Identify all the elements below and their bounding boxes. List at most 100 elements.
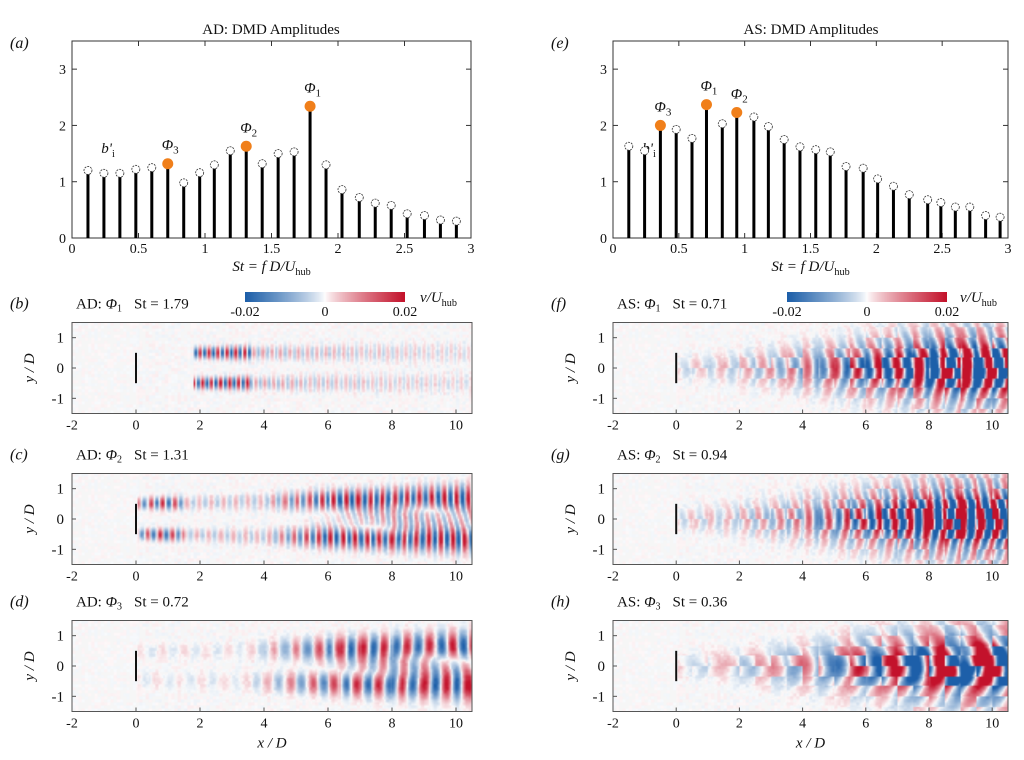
y-tick-label: 1 (57, 629, 65, 645)
y-tick-label: 1 (598, 482, 606, 498)
x-tick-label: -2 (607, 570, 619, 585)
x-tick-label: 0 (673, 717, 680, 732)
colorbar-label: v/Uhub (420, 290, 457, 309)
x-tick-label: 0 (673, 419, 680, 434)
amplitude-marker (889, 181, 898, 191)
x-tick-label: 6 (325, 717, 332, 732)
x-tick-label: 2 (736, 717, 743, 732)
y-tick-label: 3 (600, 63, 607, 78)
amplitude-marker (995, 212, 1005, 222)
chart-title: AD: DMD Amplitudes (202, 22, 340, 38)
x-tick-label: 1.5 (263, 242, 281, 257)
x-tick-label: 4 (799, 717, 806, 732)
amplitude-marker (779, 135, 789, 144)
y-tick-label: 0 (57, 361, 65, 377)
amplitude-marker (965, 202, 975, 212)
x-tick-label: 2.5 (933, 242, 951, 257)
x-tick-label: 2 (335, 242, 342, 257)
amplitude-marker (795, 142, 805, 152)
amplitude-marker (99, 168, 109, 178)
amplitude-marker (749, 112, 759, 122)
x-tick-label: 10 (985, 419, 999, 434)
x-tick-label: 1 (202, 242, 209, 257)
amplitude-marker (115, 168, 125, 178)
panel-label: (g) (551, 447, 570, 464)
x-tick-label: 2 (873, 242, 880, 257)
x-axis-label: St = f D/Uhub (232, 259, 310, 278)
colorbar-tick-label: 0.02 (393, 305, 418, 320)
x-tick-label: 4 (261, 570, 268, 585)
x-tick-label: 10 (985, 717, 999, 732)
colorbar-tick-label: -0.02 (230, 305, 259, 320)
panel-header: AS: Φ1 St = 0.71 (617, 297, 727, 315)
colorbar-tick-label: -0.02 (772, 305, 801, 320)
y-tick-label: -1 (593, 542, 606, 558)
y-tick-label: 0 (57, 512, 65, 528)
mode-label: Φ3 (162, 138, 179, 157)
x-tick-label: -2 (66, 717, 78, 732)
amplitude-marker (273, 149, 283, 158)
x-tick-label: 8 (926, 570, 933, 585)
amplitude-marker (825, 147, 835, 157)
x-tick-label: 0 (69, 242, 76, 257)
x-tick-label: 3 (1005, 242, 1012, 257)
chart-title: AS: DMD Amplitudes (743, 22, 878, 38)
highlight-marker (162, 158, 174, 170)
x-tick-label: 8 (389, 717, 396, 732)
colorbar-gradient (787, 292, 947, 302)
panel-header: AS: Φ3 St = 0.36 (617, 595, 728, 613)
mode-label: Φ2 (240, 120, 257, 139)
y-tick-label: 0 (59, 232, 66, 247)
amplitude-marker (981, 211, 991, 220)
x-tick-label: -2 (607, 717, 619, 732)
colorbar-tick-label: 0.02 (935, 305, 960, 320)
mode-label: Φ3 (654, 99, 671, 118)
x-tick-label: 6 (325, 570, 332, 585)
x-tick-label: 1 (741, 242, 748, 257)
x-tick-label: 0.5 (130, 242, 148, 257)
amplitude-marker (763, 122, 773, 131)
x-tick-label: 4 (261, 419, 268, 434)
panel-header: AD: Φ2 St = 1.31 (76, 448, 189, 466)
y-tick-label: -1 (52, 542, 65, 558)
stem-chart-e: (e) AS: DMD Amplitudes 0 0.5 1 1.5 2 2.5 3 0 1 2 3 St… (551, 22, 1012, 278)
colorbar-tick-label: 0 (864, 305, 871, 320)
amplitude-marker (354, 193, 364, 202)
mode-field-image (613, 620, 1008, 712)
plot-frame (71, 40, 472, 239)
amplitude-marker (420, 211, 429, 220)
y-tick-label: 1 (57, 482, 65, 498)
amplitude-marker (402, 209, 412, 219)
y-axis-label: y / D (563, 353, 579, 384)
x-tick-label: 6 (862, 419, 869, 434)
amplitude-marker (873, 174, 883, 184)
amplitude-marker (858, 163, 868, 173)
x-axis-label: x / D (256, 736, 286, 752)
amplitude-marker (811, 145, 821, 155)
y-tick-label: 3 (59, 63, 66, 78)
y-tick-label: 0 (600, 232, 607, 247)
amplitude-marker (950, 202, 960, 212)
amplitude-marker (209, 160, 219, 170)
y-tick-label: 2 (600, 119, 607, 134)
y-tick-label: -1 (52, 391, 65, 407)
x-tick-label: 1.5 (802, 242, 820, 257)
x-tick-label: 8 (389, 419, 396, 434)
amplitude-marker (131, 164, 141, 174)
mode-label: Φ2 (731, 86, 748, 105)
x-tick-label: 6 (862, 570, 869, 585)
colorbar: -0.02 0 0.02v/Uhub (772, 290, 997, 320)
y-axis-label: y / D (563, 504, 579, 535)
x-tick-label: -2 (607, 419, 619, 434)
amplitude-marker (225, 146, 235, 156)
highlight-marker (240, 140, 252, 152)
x-tick-label: 8 (926, 419, 933, 434)
panel-label: (d) (10, 594, 29, 611)
x-tick-label: -2 (66, 570, 78, 585)
amplitude-marker (841, 162, 851, 171)
x-axis-label: St = f D/Uhub (771, 259, 849, 278)
mode-field-image (72, 322, 472, 414)
x-tick-label: 10 (449, 570, 463, 585)
